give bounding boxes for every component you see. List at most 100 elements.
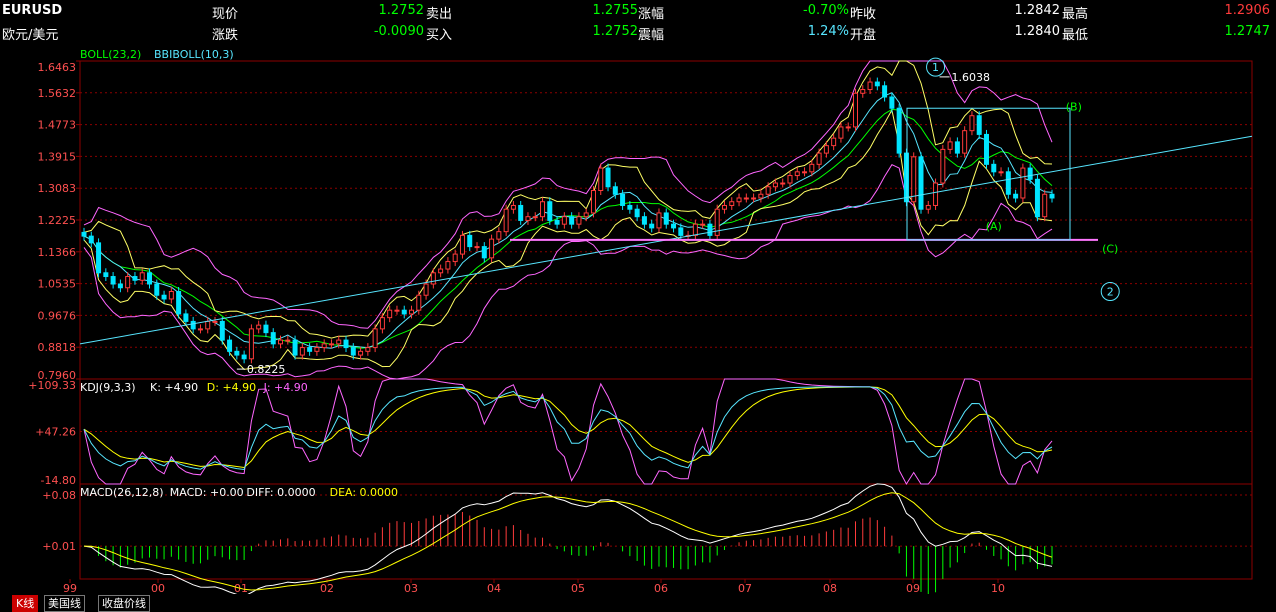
- y-tick-label: 0.9676: [38, 309, 77, 322]
- candle-body: [598, 167, 604, 192]
- candle-body: [139, 272, 145, 281]
- candle-body: [809, 163, 815, 173]
- candle-body: [219, 320, 225, 341]
- candle-body: [780, 182, 786, 185]
- candle-body: [787, 175, 793, 184]
- wave-label: 1: [932, 61, 939, 74]
- x-tick-label: 03: [404, 582, 418, 594]
- candle-body: [103, 272, 109, 278]
- candle-body: [532, 216, 538, 219]
- legend-entry: BBIBOLL(10,3): [154, 48, 234, 61]
- candle-body: [860, 89, 866, 94]
- candle-body: [1020, 167, 1026, 199]
- candle-body: [656, 212, 662, 229]
- candle-body: [416, 294, 422, 311]
- candle-body: [190, 320, 196, 330]
- candle-body: [452, 253, 458, 263]
- candle-body: [641, 216, 647, 225]
- correction-box: [906, 107, 1071, 241]
- chart-type-tabs: K线 美国线 收盘价线: [0, 594, 1276, 612]
- candle-body: [263, 324, 269, 334]
- y-tick-label: 1.2225: [38, 214, 77, 227]
- legend-entry: KDJ(9,3,3): [80, 381, 136, 394]
- candle-body: [547, 201, 553, 221]
- candle-body: [852, 92, 858, 128]
- candle-body: [736, 197, 742, 203]
- quote-label: 卖出: [426, 7, 453, 22]
- tab-kline[interactable]: K线: [12, 595, 39, 612]
- tab-us-line[interactable]: 美国线: [44, 595, 85, 612]
- candle-body: [663, 212, 669, 225]
- y-tick-label: 1.3915: [38, 150, 77, 163]
- quote-label: 最低: [1062, 28, 1089, 43]
- y-tick-label: 1.0535: [38, 278, 77, 291]
- quote-label: 涨跌: [212, 28, 239, 43]
- quote-header: EURUSD 欧元/美元 现价 1.2752 卖出 1.2755 涨幅 -0.7…: [0, 0, 1276, 46]
- candle-body: [889, 96, 895, 109]
- quote-label: 昨收: [850, 7, 877, 22]
- wave-label: (B): [1066, 100, 1082, 113]
- quote-label: 现价: [212, 7, 239, 22]
- legend-entry: DEA: 0.0000: [330, 486, 398, 499]
- quote-value: 1.2752: [592, 24, 639, 39]
- candle-body: [933, 182, 939, 206]
- candle-body: [168, 290, 174, 300]
- tab-close-line[interactable]: 收盘价线: [98, 595, 150, 612]
- y-tick-label: +47.26: [35, 426, 76, 439]
- legend-entry: K: +4.90: [150, 381, 198, 394]
- y-tick-label: +0.08: [42, 489, 76, 502]
- candle-body: [256, 324, 262, 330]
- bbi-line: [83, 92, 1053, 349]
- quote-value: 1.2906: [1224, 3, 1271, 18]
- symbol-name: 欧元/美元: [2, 28, 59, 43]
- candle-body: [671, 223, 677, 229]
- x-tick-label: 00: [151, 582, 165, 594]
- candle-body: [583, 212, 589, 218]
- boll-upper-line: [83, 60, 1053, 329]
- candle-body: [911, 156, 917, 203]
- candle-body: [649, 223, 655, 229]
- candle-body: [794, 171, 800, 177]
- candle-body: [467, 234, 473, 248]
- candle-body: [1049, 193, 1055, 199]
- candle-body: [365, 347, 371, 352]
- boll-lower-line: [83, 164, 1053, 380]
- candle-body: [678, 227, 684, 236]
- candle-body: [430, 272, 436, 285]
- low-price-label: 0.8225: [247, 363, 286, 376]
- chart-canvas[interactable]: 1.6463 1.5632 1.4773 1.3915 1.3083 1.2225 1.13…: [0, 44, 1276, 594]
- candle-body: [721, 204, 727, 210]
- quote-label: 涨幅: [638, 7, 665, 22]
- candle-body: [700, 223, 706, 226]
- macd-dea-line: [83, 492, 1053, 591]
- candle-body: [409, 309, 415, 315]
- candle-body: [802, 171, 808, 174]
- quote-value: -0.70%: [803, 3, 849, 18]
- candle-body: [503, 208, 509, 233]
- candle-body: [845, 126, 851, 129]
- candle-body: [627, 204, 633, 210]
- x-tick-label: 05: [571, 582, 585, 594]
- candle-body: [88, 235, 94, 244]
- candle-body: [772, 182, 778, 188]
- candle-body: [576, 216, 582, 225]
- kdj-k-line: [83, 386, 1053, 471]
- candle-body: [387, 309, 393, 319]
- quote-label: 最高: [1062, 7, 1089, 22]
- candle-body: [758, 193, 764, 199]
- legend-entry: J: +4.90: [263, 381, 308, 394]
- candle-body: [554, 219, 560, 225]
- candle-body: [605, 167, 611, 188]
- candle-body: [183, 313, 189, 322]
- candle-body: [765, 186, 771, 195]
- quote-value: 1.2842: [1014, 3, 1061, 18]
- candle-body: [751, 197, 757, 200]
- candle-body: [874, 81, 880, 87]
- candle-body: [394, 309, 400, 312]
- candle-body: [81, 231, 87, 237]
- candle-body: [212, 320, 218, 323]
- candle-body: [248, 328, 254, 360]
- wave-label: (C): [1102, 242, 1118, 255]
- candle-body: [336, 339, 342, 345]
- y-tick-label: -14.80: [41, 474, 76, 487]
